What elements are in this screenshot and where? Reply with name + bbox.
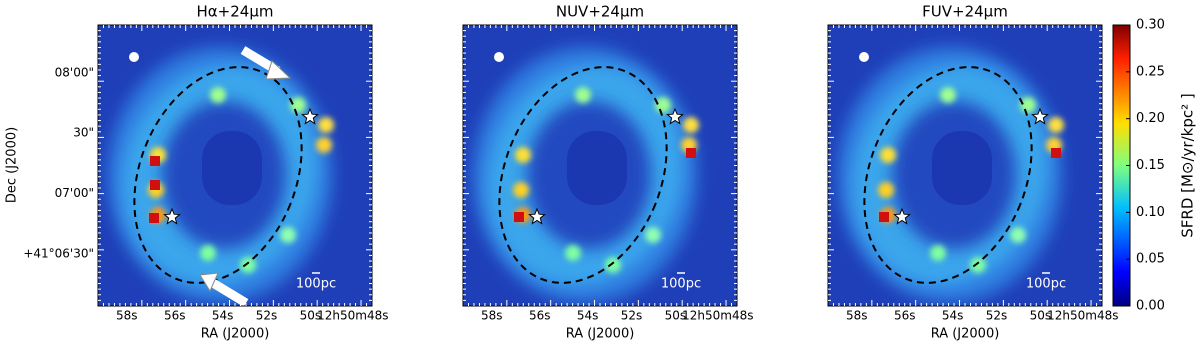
peak-region — [514, 212, 524, 222]
star-marker — [893, 207, 911, 225]
x-tick-label: 52s — [621, 309, 643, 323]
y-axis-label: Dec (J2000) — [5, 127, 20, 203]
ring-center — [932, 131, 992, 205]
x-tick-label: 54s — [942, 309, 964, 323]
ring-center — [567, 131, 627, 205]
beam — [129, 52, 139, 62]
y-tick-label: 08'00" — [55, 65, 94, 79]
arrow-head — [265, 60, 292, 80]
x-tick-label: 12h50m48s — [1047, 309, 1118, 323]
scale-label: 100pc — [296, 277, 336, 292]
bright-region — [1010, 227, 1026, 243]
x-tick-label: 50s — [665, 309, 687, 323]
peak-region — [150, 156, 160, 166]
bright-region — [240, 257, 256, 273]
peak-region — [879, 212, 889, 222]
star-marker — [301, 107, 319, 125]
star-marker — [528, 207, 546, 225]
bright-region — [655, 97, 671, 113]
panel: 100pc — [97, 24, 373, 307]
bright-region — [200, 245, 216, 261]
panel: 100pc — [462, 24, 738, 307]
image — [463, 25, 737, 306]
bright-region — [605, 257, 621, 273]
beam — [494, 52, 504, 62]
bright-region — [1048, 117, 1064, 133]
ring-center — [202, 131, 262, 205]
bright-region — [513, 182, 529, 198]
colorbar-tick-label: 0.10 — [1136, 205, 1165, 220]
bright-region — [316, 137, 332, 153]
x-tick-label: 58s — [846, 309, 868, 323]
bright-region — [880, 147, 896, 163]
orbit-ellipse — [498, 66, 668, 284]
peak-region — [686, 148, 696, 158]
bright-region — [645, 227, 661, 243]
colorbar-tick-label: 0.00 — [1136, 299, 1165, 314]
arrow-head — [199, 272, 219, 293]
bright-region — [1020, 97, 1036, 113]
arrow-shaft — [210, 279, 249, 307]
beam — [859, 52, 869, 62]
x-tick-label: 50s — [1030, 309, 1052, 323]
bright-region — [940, 87, 956, 103]
bright-region — [280, 227, 296, 243]
colorbar-tick-label: 0.05 — [1136, 252, 1165, 267]
star-marker — [1031, 107, 1049, 125]
x-tick-label: 54s — [212, 309, 234, 323]
scale-label: 100pc — [661, 277, 701, 292]
x-tick-label: 50s — [300, 309, 322, 323]
bright-region — [565, 245, 581, 261]
x-tick-label: 58s — [481, 309, 503, 323]
image — [98, 25, 372, 306]
x-tick-label: 56s — [894, 309, 916, 323]
panel-title: Hα+24μm — [197, 3, 274, 21]
x-tick-label: 56s — [164, 309, 186, 323]
x-tick-label: 52s — [986, 309, 1008, 323]
bright-region — [683, 117, 699, 133]
panel: 100pc — [827, 24, 1103, 307]
bright-region — [575, 87, 591, 103]
star-marker — [163, 207, 181, 225]
x-tick-label: 12h50m48s — [317, 309, 388, 323]
x-tick-label: 56s — [529, 309, 551, 323]
bright-region — [970, 257, 986, 273]
panel-title: FUV+24μm — [922, 3, 1008, 21]
colorbar-tick-label: 0.25 — [1136, 64, 1165, 79]
bright-region — [515, 147, 531, 163]
bright-region — [210, 87, 226, 103]
y-tick-label: 30" — [73, 126, 94, 140]
colorbar-tick-label: 0.30 — [1136, 18, 1165, 33]
x-axis-label: RA (J2000) — [931, 327, 1000, 342]
y-tick-label: 07'00" — [55, 186, 94, 200]
bright-region — [878, 182, 894, 198]
orbit-ellipse — [133, 66, 303, 284]
bright-region — [318, 117, 334, 133]
colorbar-tick-label: 0.20 — [1136, 111, 1165, 126]
colorbar-label: SFRD [M⊙/yr/kpc² ] — [1179, 93, 1197, 238]
bright-region — [290, 97, 306, 113]
bright-region — [930, 245, 946, 261]
x-axis-label: RA (J2000) — [566, 327, 635, 342]
scale-label: 100pc — [1026, 277, 1066, 292]
x-axis-label: RA (J2000) — [201, 327, 270, 342]
x-tick-label: 58s — [116, 309, 138, 323]
orbit-ellipse — [863, 66, 1033, 284]
peak-region — [1051, 148, 1061, 158]
y-tick-label: +41°06'30" — [23, 247, 94, 261]
x-tick-label: 54s — [577, 309, 599, 323]
colorbar-tick-label: 0.15 — [1136, 158, 1165, 173]
peak-region — [150, 180, 160, 190]
x-tick-label: 12h50m48s — [682, 309, 753, 323]
panel-title: NUV+24μm — [556, 3, 644, 21]
star-marker — [666, 107, 684, 125]
x-tick-label: 52s — [256, 309, 278, 323]
peak-region — [149, 213, 159, 223]
